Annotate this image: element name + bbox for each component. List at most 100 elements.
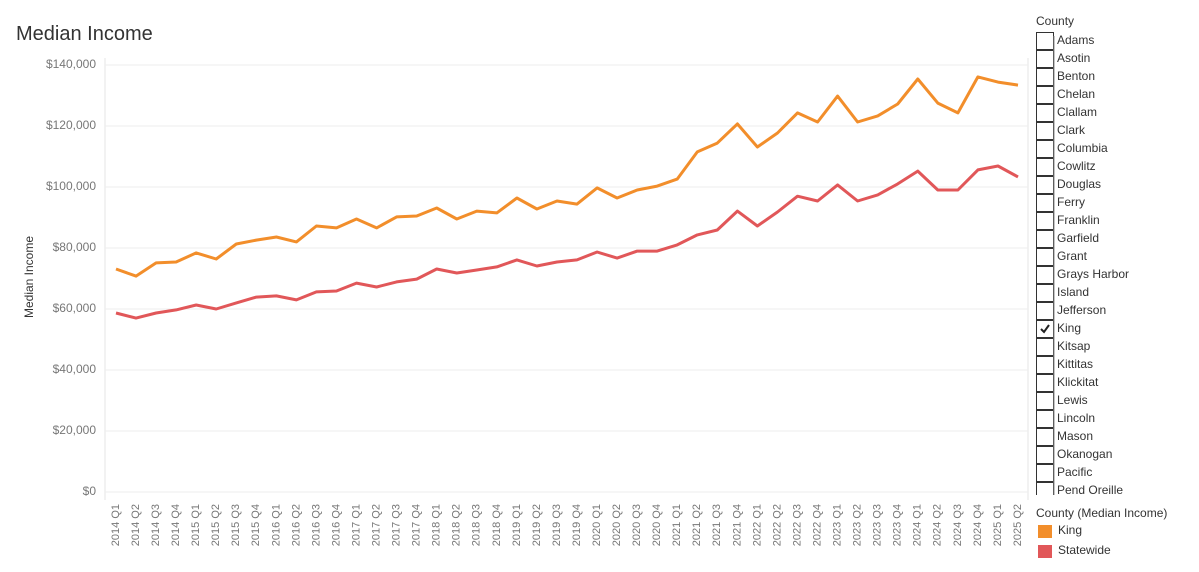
filter-item-label[interactable]: Kittitas [1057,357,1093,371]
checkbox[interactable] [1036,104,1054,122]
checkbox[interactable] [1036,194,1054,212]
checkbox[interactable] [1036,68,1054,86]
checkbox[interactable] [1036,176,1054,194]
x-tick-label: 2014 Q1 [110,504,122,546]
checkbox[interactable] [1036,86,1054,104]
chart-title: Median Income [16,23,153,45]
x-tick-label: 2018 Q2 [451,504,463,546]
y-tick-label: $100,000 [46,179,96,193]
x-tick-label: 2024 Q3 [952,504,964,546]
x-tick-label: 2020 Q4 [651,504,663,546]
filter-item-label[interactable]: Pend Oreille [1057,483,1123,497]
filter-item-label[interactable]: Columbia [1057,141,1108,155]
x-tick-label: 2019 Q4 [571,504,583,546]
filter-item-label[interactable]: Clallam [1057,105,1097,119]
x-tick-label: 2016 Q2 [290,504,302,546]
x-tick-label: 2016 Q3 [310,504,322,546]
x-tick-label: 2015 Q4 [250,504,262,546]
line-series [115,75,1019,278]
checkbox[interactable] [1036,212,1054,230]
checkbox[interactable] [1036,50,1054,68]
y-tick-label: $40,000 [53,362,97,376]
filter-item-label[interactable]: Lewis [1057,393,1088,407]
y-tick-label: $80,000 [53,240,97,254]
checkbox[interactable] [1036,392,1054,410]
x-tick-label: 2019 Q2 [531,504,543,546]
x-tick-label: 2017 Q1 [350,504,362,546]
x-tick-label: 2022 Q2 [771,504,783,546]
filter-item-label[interactable]: Asotin [1057,51,1090,65]
legend-label: King [1058,523,1082,537]
filter-item-label[interactable]: Adams [1057,33,1094,47]
line-series [115,164,1019,320]
filter-item-label[interactable]: Island [1057,285,1089,299]
x-tick-label: 2024 Q1 [912,504,924,546]
x-tick-label: 2024 Q2 [932,504,944,546]
checkbox[interactable] [1036,464,1054,482]
y-tick-label: $120,000 [46,118,96,132]
x-tick-label: 2022 Q4 [811,504,823,546]
filter-item-label[interactable]: Grant [1057,249,1088,263]
filter-item-label[interactable]: Douglas [1057,177,1101,191]
x-tick-label: 2025 Q1 [992,504,1004,546]
x-tick-label: 2020 Q2 [611,504,623,546]
checkbox[interactable] [1036,248,1054,266]
filter-item-label[interactable]: Mason [1057,429,1093,443]
checkbox[interactable] [1036,32,1054,50]
checkbox[interactable] [1036,374,1054,392]
checkbox[interactable] [1036,284,1054,302]
y-tick-label: $0 [83,484,97,498]
x-tick-label: 2024 Q4 [972,504,984,546]
y-tick-label: $60,000 [53,301,97,315]
filter-item-label[interactable]: Pacific [1057,465,1092,479]
checkbox[interactable] [1036,158,1054,176]
x-tick-label: 2018 Q4 [491,504,503,546]
filter-item-label[interactable]: Okanogan [1057,447,1112,461]
filter-item-label[interactable]: Cowlitz [1057,159,1096,173]
x-tick-label: 2014 Q2 [130,504,142,546]
filter-item-label[interactable]: Franklin [1057,213,1100,227]
checkbox[interactable] [1036,230,1054,248]
filter-item-label[interactable]: Klickitat [1057,375,1099,389]
x-tick-label: 2018 Q1 [431,504,443,546]
x-tick-label: 2023 Q4 [892,504,904,546]
y-tick-label: $20,000 [53,423,97,437]
filter-item-label[interactable]: Ferry [1057,195,1085,209]
checkbox[interactable] [1036,302,1054,320]
checkbox[interactable] [1036,122,1054,140]
x-tick-label: 2020 Q3 [631,504,643,546]
y-tick-label: $140,000 [46,57,96,71]
filter-item-label[interactable]: Jefferson [1057,303,1106,317]
x-tick-label: 2023 Q2 [852,504,864,546]
checkbox[interactable] [1036,446,1054,464]
x-tick-label: 2015 Q2 [210,504,222,546]
checkbox[interactable] [1036,338,1054,356]
checkbox[interactable] [1036,428,1054,446]
checkbox[interactable] [1036,410,1054,428]
filter-item-label[interactable]: Kitsap [1057,339,1091,353]
filter-item-label[interactable]: King [1057,321,1081,335]
checkmark[interactable] [1040,324,1050,334]
filter-item-label[interactable]: Lincoln [1057,411,1095,425]
checkbox[interactable] [1036,266,1054,284]
x-tick-label: 2017 Q2 [370,504,382,546]
filter-item-label[interactable]: Garfield [1057,231,1099,245]
checkbox[interactable] [1036,356,1054,374]
filter-item-label[interactable]: Chelan [1057,87,1095,101]
x-tick-label: 2017 Q4 [411,504,423,546]
x-tick-label: 2023 Q3 [872,504,884,546]
x-tick-label: 2020 Q1 [591,504,603,546]
x-tick-label: 2016 Q1 [270,504,282,546]
checkbox[interactable] [1036,482,1054,500]
x-tick-label: 2015 Q1 [190,504,202,546]
filter-item-label[interactable]: Clark [1057,123,1086,137]
filter-title: County [1036,14,1074,28]
legend-title: County (Median Income) [1036,506,1167,520]
filter-list[interactable]: Adams Asotin Benton Chelan Clallam Clark Colum… [1036,32,1130,500]
filter-item-label[interactable]: Benton [1057,69,1095,83]
checkbox[interactable] [1036,140,1054,158]
x-tick-label: 2016 Q4 [330,504,342,546]
x-tick-label: 2019 Q3 [551,504,563,546]
filter-item-label[interactable]: Grays Harbor [1057,267,1129,281]
